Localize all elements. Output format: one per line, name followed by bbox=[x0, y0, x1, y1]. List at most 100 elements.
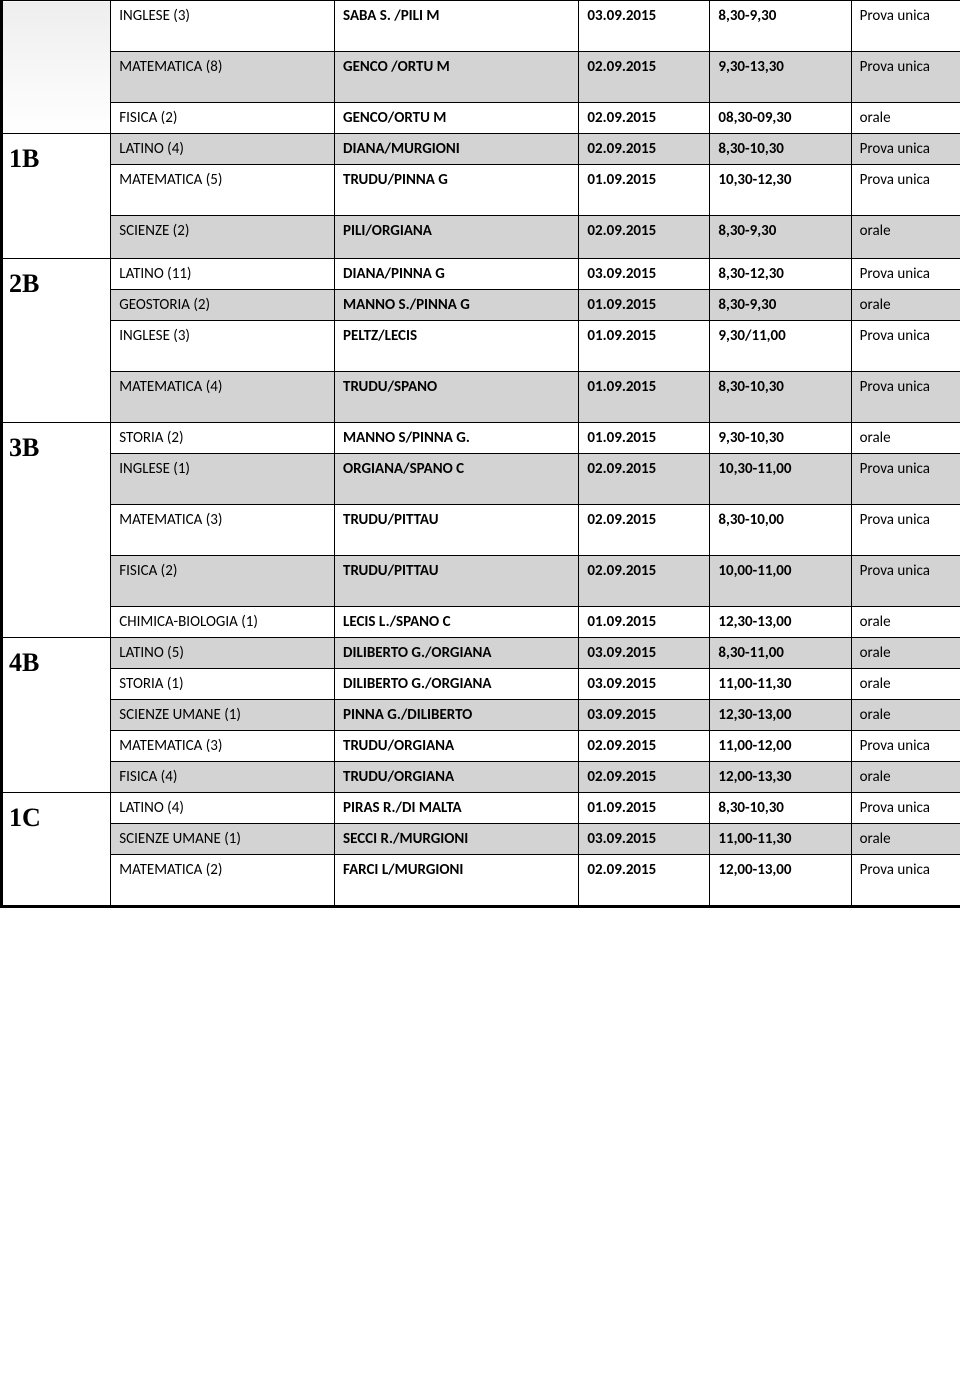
subject-cell: LATINO (4) bbox=[111, 134, 335, 165]
teacher-cell: TRUDU/PITTAU bbox=[335, 505, 579, 556]
subject-cell: MATEMATICA (2) bbox=[111, 855, 335, 906]
mode-cell: Prova unica bbox=[851, 793, 960, 824]
mode-cell: Prova unica bbox=[851, 134, 960, 165]
time-cell: 9,30-13,30 bbox=[710, 52, 851, 103]
teacher-cell: GENCO /ORTU M bbox=[335, 52, 579, 103]
date-cell: 01.09.2015 bbox=[579, 607, 710, 638]
teacher-cell: DILIBERTO G./ORGIANA bbox=[335, 638, 579, 669]
subject-cell: SCIENZE UMANE (1) bbox=[111, 824, 335, 855]
subject-cell: LATINO (11) bbox=[111, 259, 335, 290]
table-row: 1CLATINO (4)PIRAS R./DI MALTA01.09.20158… bbox=[3, 793, 960, 824]
time-cell: 11,00-11,30 bbox=[710, 824, 851, 855]
mode-cell: orale bbox=[851, 638, 960, 669]
teacher-cell: SABA S. /PILI M bbox=[335, 1, 579, 52]
table-row: MATEMATICA (3)TRUDU/ORGIANA02.09.201511,… bbox=[3, 731, 960, 762]
subject-cell: SCIENZE (2) bbox=[111, 216, 335, 259]
class-label-cell: 1C bbox=[3, 793, 111, 906]
mode-cell: Prova unica bbox=[851, 372, 960, 423]
table-row: INGLESE (1)ORGIANA/SPANO C02.09.201510,3… bbox=[3, 454, 960, 505]
subject-cell: STORIA (1) bbox=[111, 669, 335, 700]
date-cell: 03.09.2015 bbox=[579, 824, 710, 855]
time-cell: 11,00-12,00 bbox=[710, 731, 851, 762]
date-cell: 01.09.2015 bbox=[579, 165, 710, 216]
table-row: 2BLATINO (11)DIANA/PINNA G03.09.20158,30… bbox=[3, 259, 960, 290]
time-cell: 08,30-09,30 bbox=[710, 103, 851, 134]
table-row: MATEMATICA (4)TRUDU/SPANO01.09.20158,30-… bbox=[3, 372, 960, 423]
mode-cell: Prova unica bbox=[851, 731, 960, 762]
subject-cell: GEOSTORIA (2) bbox=[111, 290, 335, 321]
mode-cell: Prova unica bbox=[851, 165, 960, 216]
schedule-table-container: INGLESE (3)SABA S. /PILI M03.09.20158,30… bbox=[0, 0, 960, 908]
date-cell: 02.09.2015 bbox=[579, 103, 710, 134]
mode-cell: orale bbox=[851, 290, 960, 321]
date-cell: 01.09.2015 bbox=[579, 372, 710, 423]
mode-cell: Prova unica bbox=[851, 855, 960, 906]
time-cell: 12,00-13,00 bbox=[710, 855, 851, 906]
mode-cell: orale bbox=[851, 762, 960, 793]
mode-cell: Prova unica bbox=[851, 505, 960, 556]
subject-cell: INGLESE (3) bbox=[111, 1, 335, 52]
table-row: SCIENZE UMANE (1)SECCI R./MURGIONI03.09.… bbox=[3, 824, 960, 855]
time-cell: 8,30-10,30 bbox=[710, 372, 851, 423]
teacher-cell: TRUDU/PINNA G bbox=[335, 165, 579, 216]
time-cell: 10,00-11,00 bbox=[710, 556, 851, 607]
table-row: INGLESE (3)PELTZ/LECIS01.09.20159,30/11,… bbox=[3, 321, 960, 372]
teacher-cell: SECCI R./MURGIONI bbox=[335, 824, 579, 855]
time-cell: 10,30-12,30 bbox=[710, 165, 851, 216]
class-label-cell bbox=[3, 1, 111, 134]
mode-cell: Prova unica bbox=[851, 259, 960, 290]
subject-cell: MATEMATICA (5) bbox=[111, 165, 335, 216]
subject-cell: MATEMATICA (4) bbox=[111, 372, 335, 423]
subject-cell: FISICA (4) bbox=[111, 762, 335, 793]
class-label-cell: 4B bbox=[3, 638, 111, 793]
class-label-cell: 3B bbox=[3, 423, 111, 638]
table-row: MATEMATICA (3)TRUDU/PITTAU02.09.20158,30… bbox=[3, 505, 960, 556]
time-cell: 12,30-13,00 bbox=[710, 700, 851, 731]
teacher-cell: PIRAS R./DI MALTA bbox=[335, 793, 579, 824]
teacher-cell: GENCO/ORTU M bbox=[335, 103, 579, 134]
table-row: MATEMATICA (2)FARCI L/MURGIONI02.09.2015… bbox=[3, 855, 960, 906]
time-cell: 10,30-11,00 bbox=[710, 454, 851, 505]
teacher-cell: TRUDU/PITTAU bbox=[335, 556, 579, 607]
date-cell: 02.09.2015 bbox=[579, 505, 710, 556]
teacher-cell: LECIS L./SPANO C bbox=[335, 607, 579, 638]
mode-cell: Prova unica bbox=[851, 321, 960, 372]
mode-cell: orale bbox=[851, 423, 960, 454]
class-label-cell: 2B bbox=[3, 259, 111, 423]
date-cell: 02.09.2015 bbox=[579, 556, 710, 607]
date-cell: 02.09.2015 bbox=[579, 762, 710, 793]
time-cell: 9,30/11,00 bbox=[710, 321, 851, 372]
teacher-cell: MANNO S./PINNA G bbox=[335, 290, 579, 321]
date-cell: 02.09.2015 bbox=[579, 216, 710, 259]
subject-cell: INGLESE (1) bbox=[111, 454, 335, 505]
teacher-cell: PILI/ORGIANA bbox=[335, 216, 579, 259]
mode-cell: orale bbox=[851, 700, 960, 731]
subject-cell: STORIA (2) bbox=[111, 423, 335, 454]
mode-cell: orale bbox=[851, 607, 960, 638]
time-cell: 12,00-13,30 bbox=[710, 762, 851, 793]
subject-cell: MATEMATICA (3) bbox=[111, 505, 335, 556]
date-cell: 02.09.2015 bbox=[579, 454, 710, 505]
date-cell: 01.09.2015 bbox=[579, 290, 710, 321]
teacher-cell: TRUDU/ORGIANA bbox=[335, 731, 579, 762]
teacher-cell: PELTZ/LECIS bbox=[335, 321, 579, 372]
table-row: CHIMICA-BIOLOGIA (1)LECIS L./SPANO C01.0… bbox=[3, 607, 960, 638]
mode-cell: Prova unica bbox=[851, 52, 960, 103]
time-cell: 8,30-10,00 bbox=[710, 505, 851, 556]
teacher-cell: PINNA G./DILIBERTO bbox=[335, 700, 579, 731]
teacher-cell: DIANA/PINNA G bbox=[335, 259, 579, 290]
subject-cell: MATEMATICA (3) bbox=[111, 731, 335, 762]
subject-cell: MATEMATICA (8) bbox=[111, 52, 335, 103]
subject-cell: SCIENZE UMANE (1) bbox=[111, 700, 335, 731]
date-cell: 03.09.2015 bbox=[579, 1, 710, 52]
table-row: INGLESE (3)SABA S. /PILI M03.09.20158,30… bbox=[3, 1, 960, 52]
time-cell: 8,30-9,30 bbox=[710, 216, 851, 259]
date-cell: 02.09.2015 bbox=[579, 134, 710, 165]
date-cell: 02.09.2015 bbox=[579, 855, 710, 906]
mode-cell: orale bbox=[851, 669, 960, 700]
date-cell: 02.09.2015 bbox=[579, 731, 710, 762]
table-row: SCIENZE (2)PILI/ORGIANA02.09.20158,30-9,… bbox=[3, 216, 960, 259]
table-row: FISICA (2)GENCO/ORTU M02.09.201508,30-09… bbox=[3, 103, 960, 134]
mode-cell: Prova unica bbox=[851, 1, 960, 52]
mode-cell: Prova unica bbox=[851, 454, 960, 505]
